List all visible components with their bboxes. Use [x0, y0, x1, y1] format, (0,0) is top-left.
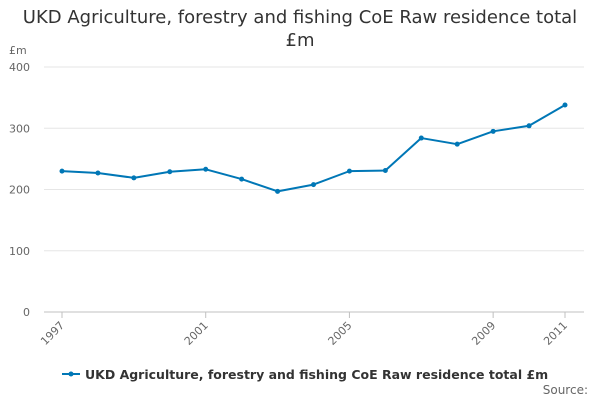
x-tick-label: 2005 — [326, 319, 355, 348]
x-tick-label: 2009 — [469, 319, 498, 348]
data-point[interactable] — [562, 102, 568, 108]
legend[interactable]: UKD Agriculture, forestry and fishing Co… — [62, 365, 548, 383]
data-point[interactable] — [311, 182, 316, 188]
data-point[interactable] — [490, 128, 496, 134]
data-point[interactable] — [203, 166, 209, 172]
data-point[interactable] — [526, 123, 532, 129]
series-line — [61, 103, 566, 193]
legend-swatch-icon — [62, 371, 80, 377]
data-point[interactable] — [131, 175, 137, 181]
chart-title: UKD Agriculture, forestry and fishing Co… — [22, 7, 578, 51]
y-tick-label: 300 — [9, 122, 30, 135]
data-point[interactable] — [454, 141, 460, 147]
y-tick-label: 400 — [9, 61, 30, 74]
data-point[interactable] — [382, 168, 388, 174]
series-layer — [59, 102, 568, 194]
y-tick-label: 200 — [9, 184, 30, 197]
data-point[interactable] — [167, 169, 173, 175]
data-point[interactable] — [239, 176, 245, 182]
data-point[interactable] — [418, 135, 424, 141]
y-tick-label: 100 — [9, 245, 30, 258]
data-point[interactable] — [59, 168, 65, 174]
x-tick-label: 2001 — [182, 319, 211, 348]
y-axis-unit-label: £m — [9, 44, 27, 57]
y-axis-tick-labels: 0 100 200 300 400 — [9, 61, 30, 319]
x-tick-label: 1997 — [38, 319, 67, 348]
legend-label: UKD Agriculture, forestry and fishing Co… — [85, 366, 549, 382]
data-point[interactable] — [346, 168, 352, 174]
data-point[interactable] — [95, 170, 101, 176]
x-tick-label: 2011 — [541, 319, 570, 348]
y-tick-label: 0 — [23, 306, 30, 319]
grid-lines — [44, 66, 584, 252]
source-label: Source: — [542, 383, 588, 397]
x-axis-tick-labels: 1997 2001 2005 2009 2011 — [38, 312, 570, 348]
data-point[interactable] — [275, 188, 281, 194]
